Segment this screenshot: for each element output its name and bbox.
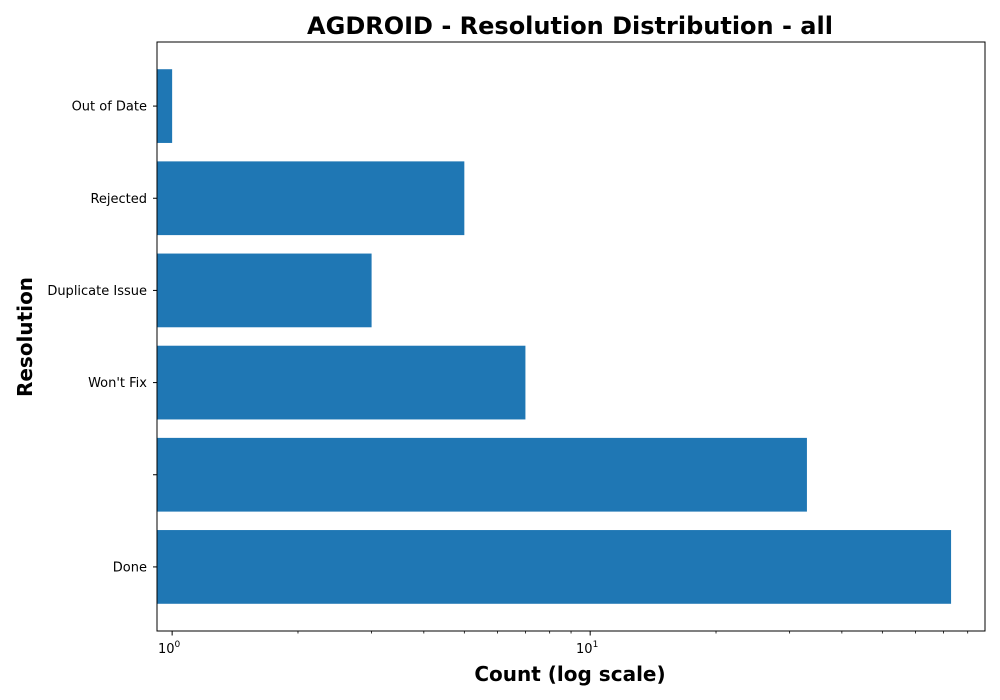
bar-unlabeled: [157, 437, 807, 512]
bar-duplicate-issue: [157, 253, 372, 328]
x-axis-label: Count (log scale): [474, 662, 665, 686]
bar-done: [157, 530, 952, 604]
plot-area-frame: [156, 41, 986, 632]
y-tick-label: Done: [113, 560, 147, 575]
y-tick-label: Duplicate Issue: [47, 284, 147, 299]
chart-title: AGDROID - Resolution Distribution - all: [307, 12, 833, 40]
bar-rejected: [157, 161, 465, 236]
bar-won-t-fix: [157, 345, 526, 420]
y-axis-label: Resolution: [13, 277, 37, 397]
y-tick-label: Won't Fix: [88, 376, 147, 391]
x-tick-label: 100: [158, 640, 181, 657]
bar-out-of-date: [157, 69, 173, 143]
y-tick-label: Out of Date: [72, 100, 147, 115]
y-tick-label: Rejected: [90, 192, 147, 207]
x-axis-ticks: 100 101: [158, 631, 969, 657]
y-axis-ticks: Done Won't Fix Duplicate Issue Rejected Out …: [47, 100, 157, 575]
x-tick-label: 101: [576, 640, 598, 657]
bars-layer: [157, 69, 952, 604]
